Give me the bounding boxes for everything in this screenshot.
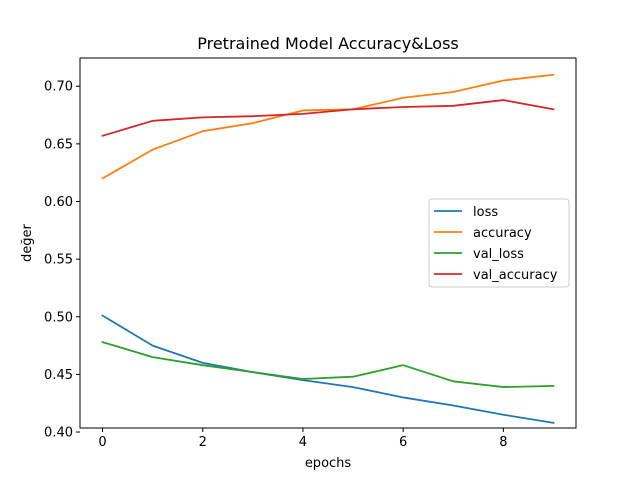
y-tick-label: 0.60 <box>44 195 73 210</box>
series-line-accuracy <box>101 73 555 180</box>
x-tick-label: 6 <box>399 435 407 450</box>
x-tick-label: 4 <box>299 435 307 450</box>
y-tick-label: 0.70 <box>44 80 73 95</box>
x-tick-label: 8 <box>499 435 507 450</box>
x-tick-label: 0 <box>98 435 106 450</box>
legend-label-val-accuracy: val_accuracy <box>473 268 558 283</box>
y-tick-label: 0.50 <box>44 310 73 325</box>
y-tick-label: 0.55 <box>44 253 73 268</box>
x-tick-label: 2 <box>199 435 207 450</box>
y-axis-label: değer <box>20 223 35 262</box>
axes-frame <box>79 57 577 429</box>
legend-label-accuracy: accuracy <box>473 226 532 241</box>
x-axis: 0 2 4 6 8 <box>98 428 507 450</box>
y-tick-label: 0.45 <box>44 368 73 383</box>
legend: loss accuracy val_loss val_accuracy <box>428 198 570 288</box>
series-line-loss <box>101 314 555 424</box>
y-axis: 0.40 0.45 0.50 0.55 0.60 0.65 0.70 <box>44 80 80 441</box>
series-line-val-accuracy <box>101 99 555 137</box>
legend-box <box>428 198 570 288</box>
x-axis-label: epochs <box>305 456 352 471</box>
series-line-val-loss <box>101 341 555 388</box>
y-tick-label: 0.40 <box>44 426 73 441</box>
legend-label-val-loss: val_loss <box>473 247 524 262</box>
chart-title: Pretrained Model Accuracy&Loss <box>197 34 459 53</box>
legend-label-loss: loss <box>473 205 498 220</box>
plot-marks <box>101 73 555 424</box>
y-tick-label: 0.65 <box>44 137 73 152</box>
